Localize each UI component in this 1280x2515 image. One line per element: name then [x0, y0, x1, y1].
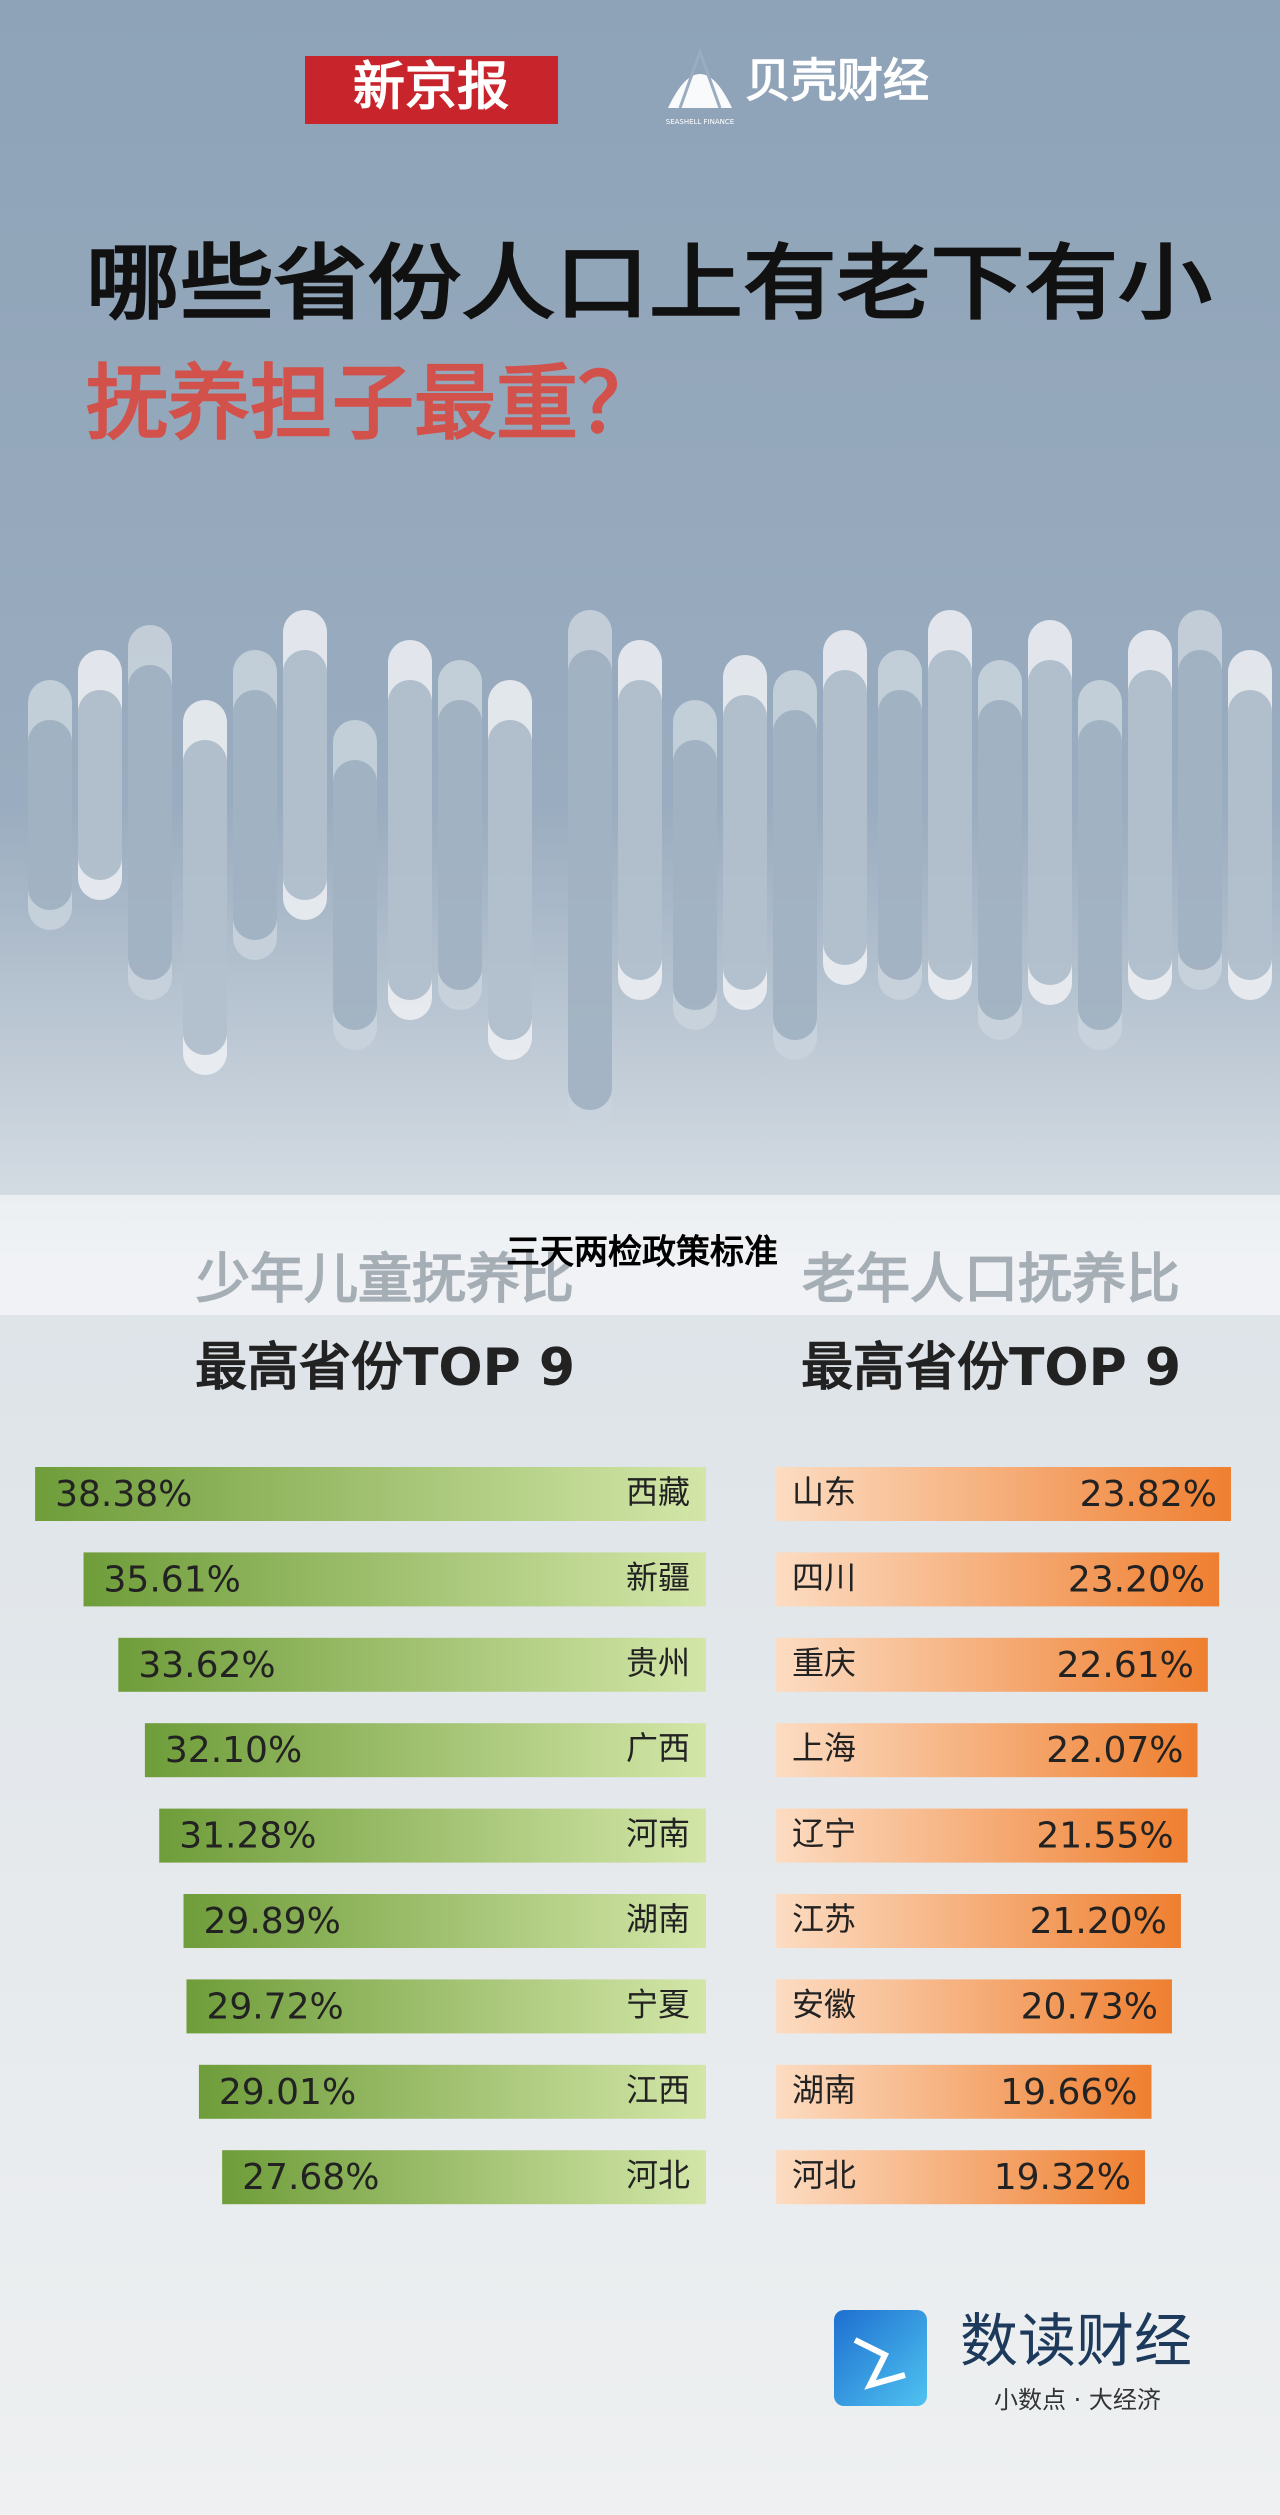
category-label: 河北 [792, 2156, 856, 2194]
value-label: 22.07% [1046, 1730, 1183, 1771]
value-label: 21.20% [1030, 1901, 1167, 1942]
shell-logo [668, 47, 732, 109]
category-label: 广西 [626, 1729, 690, 1767]
bar [776, 1808, 1188, 1863]
category-label: 安徽 [792, 1985, 856, 2023]
pill-shadow [488, 720, 532, 1040]
pill-shadow [823, 670, 867, 965]
pill-shadow [128, 665, 172, 980]
bar [776, 2150, 1146, 2205]
pill-shadow [78, 690, 122, 880]
pill-shadow [1078, 720, 1122, 1030]
footer-brand: 数读财经 [960, 2307, 1192, 2375]
value-label: 32.10% [165, 1730, 302, 1771]
category-label: 江西 [626, 2071, 690, 2109]
pill-shadow [388, 680, 432, 1000]
decoration [28, 610, 1272, 1130]
value-label: 21.55% [1036, 1816, 1173, 1857]
category-label: 山东 [792, 1473, 856, 1511]
pill-shadow [978, 700, 1022, 1020]
pill-shadow [283, 650, 327, 900]
value-label: 20.73% [1021, 1986, 1158, 2027]
overlay-text: 三天两检政策标准 [506, 1233, 778, 1273]
value-label: 33.62% [138, 1645, 275, 1686]
chart-title: 老年人口抚养比 [802, 1248, 1180, 1311]
main-title: 哪些省份人口上有老下有小 [86, 236, 1212, 331]
bar [776, 1894, 1181, 1948]
footer-slogan: 小数点 · 大经济 [994, 2386, 1161, 2414]
category-label: 宁夏 [626, 1985, 690, 2023]
pill-shadow [333, 760, 377, 1030]
bar [776, 1637, 1208, 1692]
brand: 贝壳财经 [745, 54, 929, 108]
pill-shadow [438, 700, 482, 990]
value-label: 23.82% [1080, 1474, 1217, 1515]
pill-shadow [618, 680, 662, 980]
category-label: 河南 [626, 1815, 690, 1853]
bar [144, 1723, 707, 1778]
footer-logo [834, 2310, 927, 2406]
pill-shadow [723, 695, 767, 990]
value-label: 35.61% [104, 1559, 241, 1600]
chart-subtitle: 最高省份TOP 9 [801, 1338, 1181, 1398]
pill-shadow [1228, 690, 1272, 980]
category-label: 四川 [792, 1558, 856, 1596]
category-label: 上海 [792, 1729, 856, 1767]
bar [776, 1723, 1198, 1778]
value-label: 38.38% [55, 1474, 192, 1515]
value-label: 31.28% [179, 1816, 316, 1857]
bar [198, 2064, 706, 2119]
value-label: 29.01% [219, 2072, 356, 2113]
bar [35, 1467, 706, 1521]
pill-shadow [878, 690, 922, 980]
bar [776, 2064, 1152, 2119]
brand-sub: SEASHELL FINANCE [666, 118, 734, 126]
category-label: 河北 [626, 2156, 690, 2194]
value-label: 19.66% [1000, 2072, 1137, 2113]
value-label: 29.89% [204, 1901, 341, 1942]
main-subtitle: 抚养担子最重？ [86, 356, 660, 451]
pill-shadow [233, 690, 277, 940]
pill-shadow [673, 740, 717, 1010]
category-label: 西藏 [626, 1473, 690, 1511]
pill-shadow [773, 710, 817, 1040]
value-label: 19.32% [994, 2157, 1131, 2198]
bar [776, 1467, 1231, 1521]
brand: 新京报 [353, 57, 509, 118]
category-label: 贵州 [626, 1644, 690, 1682]
value-label: 22.61% [1057, 1645, 1194, 1686]
bar [222, 2150, 706, 2205]
pill-shadow [28, 720, 72, 910]
pill-shadow [1028, 660, 1072, 985]
chart-title: 少年儿童抚养比 [196, 1248, 574, 1311]
category-label: 辽宁 [792, 1815, 856, 1853]
category-label: 湖南 [792, 2071, 856, 2109]
value-label: 23.20% [1068, 1559, 1205, 1600]
bar [186, 1979, 707, 2034]
bar [776, 1552, 1220, 1607]
bar [776, 1979, 1172, 2034]
pill-shadow [568, 650, 612, 1110]
pill-shadow [928, 650, 972, 980]
value-label: 27.68% [242, 2157, 379, 2198]
bar [159, 1808, 707, 1863]
bar [118, 1637, 707, 1692]
pill-shadow [1128, 670, 1172, 980]
category-label: 新疆 [626, 1558, 690, 1596]
pill-shadow [1178, 650, 1222, 970]
brand-box [305, 56, 558, 124]
pill-shadow [183, 740, 227, 1055]
category-label: 重庆 [792, 1644, 856, 1682]
bar [83, 1552, 706, 1607]
chart-subtitle: 最高省份TOP 9 [195, 1338, 575, 1398]
overlay-band [0, 1195, 1280, 1315]
bar [183, 1894, 706, 1948]
category-label: 湖南 [626, 1900, 690, 1938]
category-label: 江苏 [792, 1900, 856, 1938]
value-label: 29.72% [206, 1986, 343, 2027]
